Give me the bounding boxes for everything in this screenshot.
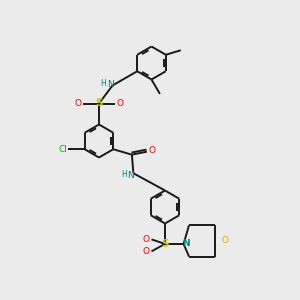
Text: S: S	[95, 98, 103, 109]
Text: H: H	[122, 170, 127, 179]
Text: O: O	[116, 99, 123, 108]
Text: N: N	[108, 80, 114, 89]
Text: N: N	[127, 170, 134, 179]
Text: O: O	[143, 235, 150, 244]
Text: N: N	[182, 239, 190, 248]
Text: H: H	[100, 79, 106, 88]
Text: Cl: Cl	[58, 145, 67, 154]
Text: O: O	[222, 236, 229, 245]
Text: O: O	[149, 146, 156, 155]
Text: O: O	[143, 247, 150, 256]
Text: O: O	[75, 99, 82, 108]
Text: S: S	[161, 239, 169, 249]
